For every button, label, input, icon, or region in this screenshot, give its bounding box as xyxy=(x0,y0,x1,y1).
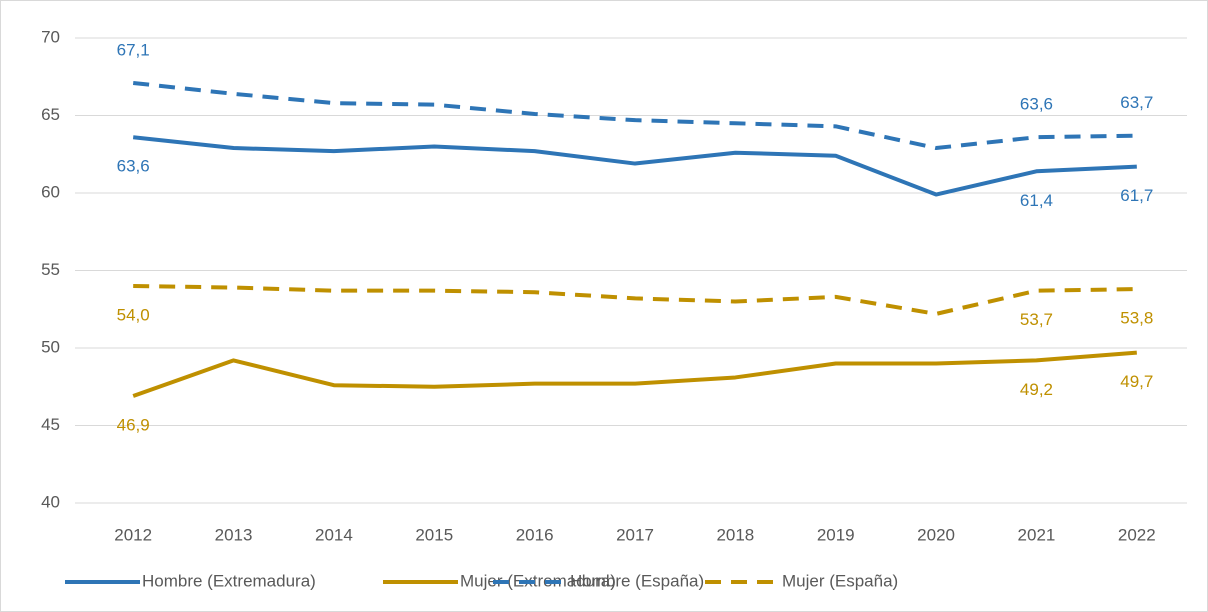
data-label: 63,6 xyxy=(1020,95,1053,114)
x-tick-label: 2017 xyxy=(616,525,654,544)
x-tick-label: 2022 xyxy=(1118,525,1156,544)
data-label: 53,7 xyxy=(1020,310,1053,329)
series-line xyxy=(133,284,1137,316)
data-label: 54,0 xyxy=(117,305,150,324)
x-tick-label: 2014 xyxy=(315,525,353,544)
x-tick-label: 2019 xyxy=(817,525,855,544)
y-tick-label: 45 xyxy=(41,415,60,434)
data-label: 63,6 xyxy=(117,157,150,176)
legend-label: Mujer (España) xyxy=(782,571,898,590)
data-label: 49,7 xyxy=(1120,372,1153,391)
y-tick-label: 50 xyxy=(41,337,60,356)
x-tick-label: 2018 xyxy=(716,525,754,544)
y-tick-label: 60 xyxy=(41,182,60,201)
data-label: 63,7 xyxy=(1120,93,1153,112)
data-label: 61,7 xyxy=(1120,186,1153,205)
y-tick-label: 55 xyxy=(41,260,60,279)
data-label: 61,4 xyxy=(1020,191,1053,210)
series-line xyxy=(132,350,1137,398)
x-tick-label: 2015 xyxy=(415,525,453,544)
series-line xyxy=(132,135,1137,197)
x-tick-label: 2016 xyxy=(516,525,554,544)
legend-label: Mujer (Extremadura) xyxy=(460,571,616,590)
y-tick-label: 65 xyxy=(41,105,60,124)
x-tick-label: 2021 xyxy=(1018,525,1056,544)
data-label: 67,1 xyxy=(117,40,150,59)
legend-label: Hombre (España) xyxy=(570,571,704,590)
y-tick-label: 40 xyxy=(41,492,60,511)
x-tick-label: 2020 xyxy=(917,525,955,544)
data-label: 53,8 xyxy=(1120,309,1153,328)
data-label: 49,2 xyxy=(1020,380,1053,399)
series-line xyxy=(132,80,1137,151)
y-tick-label: 70 xyxy=(41,27,60,46)
x-tick-label: 2012 xyxy=(114,525,152,544)
legend-label: Hombre (Extremadura) xyxy=(142,571,316,590)
x-tick-label: 2013 xyxy=(215,525,253,544)
data-label: 46,9 xyxy=(117,416,150,435)
